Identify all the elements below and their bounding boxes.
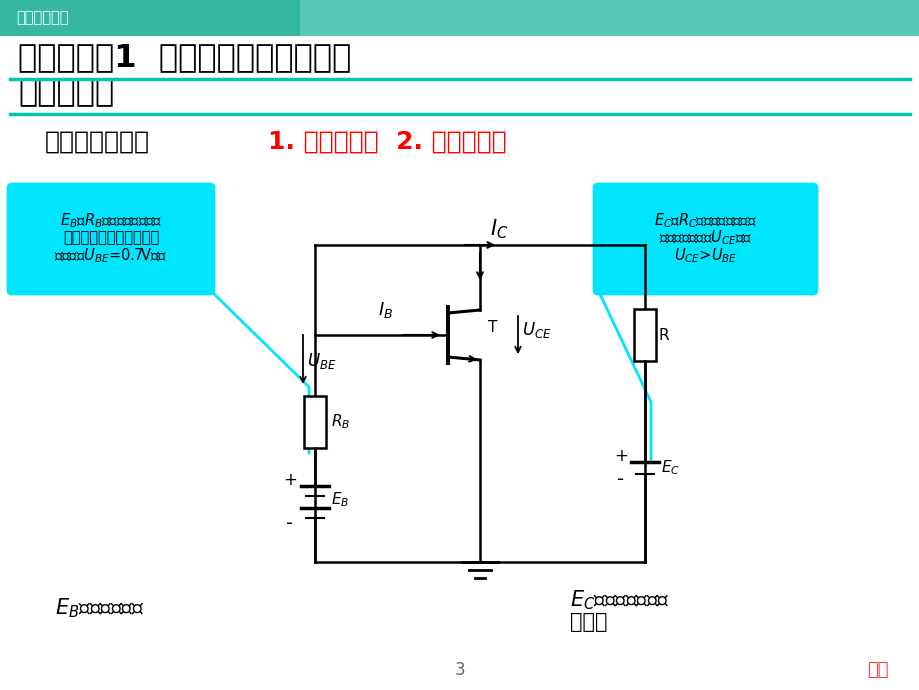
FancyBboxPatch shape: [8, 184, 214, 294]
Text: R: R: [658, 328, 669, 342]
Text: -: -: [286, 515, 293, 533]
Text: 号放大过程: 号放大过程: [18, 77, 114, 108]
Text: $E_B$一般为几伏。: $E_B$一般为几伏。: [55, 596, 143, 620]
Text: $E_C$和$R_C$的作用是给晶体管: $E_C$和$R_C$的作用是给晶体管: [653, 212, 756, 230]
Text: 能力知识点1  交流电压放大电路的信: 能力知识点1 交流电压放大电路的信: [18, 43, 351, 74]
FancyBboxPatch shape: [594, 184, 816, 294]
Text: 1. 发射结正偏  2. 集电结反偏: 1. 发射结正偏 2. 集电结反偏: [267, 130, 506, 154]
Text: $E_B$: $E_B$: [331, 491, 349, 509]
Text: +: +: [613, 447, 628, 465]
Bar: [0, 0, 919, 36]
Text: 十伏。: 十伏。: [570, 612, 607, 632]
Bar: [633, 309, 655, 361]
Text: 电子技术基础: 电子技术基础: [16, 10, 68, 26]
Text: 发射结提供适当的正向偏: 发射结提供适当的正向偏: [62, 230, 159, 246]
Text: 置电压（$U_{BE}$=0.7V）。: 置电压（$U_{BE}$=0.7V）。: [54, 246, 167, 266]
Text: $I_C$: $I_C$: [490, 217, 508, 241]
Text: +: +: [283, 471, 297, 489]
Bar: [300, 0, 919, 36]
Text: $R_B$: $R_B$: [331, 413, 350, 431]
Text: $U_{CE}$>$U_{BE}$: $U_{CE}$>$U_{BE}$: [673, 246, 736, 266]
Text: 3: 3: [454, 661, 465, 679]
Text: 返回: 返回: [867, 661, 888, 679]
Text: T: T: [487, 319, 497, 335]
Text: $U_{BE}$: $U_{BE}$: [307, 351, 336, 371]
Text: $E_C$一般为几伏到几: $E_C$一般为几伏到几: [570, 588, 669, 612]
Text: $E_B$和$R_B$的作用是给晶体管: $E_B$和$R_B$的作用是给晶体管: [60, 212, 162, 230]
Text: $E_C$: $E_C$: [660, 459, 679, 477]
Text: 基本放大条件：: 基本放大条件：: [45, 130, 150, 154]
Text: $U_{CE}$: $U_{CE}$: [521, 320, 551, 340]
Text: 提供适当的管压$U_{CE}$，使: 提供适当的管压$U_{CE}$，使: [658, 228, 751, 247]
Bar: [303, 396, 325, 448]
Text: $I_B$: $I_B$: [378, 300, 393, 320]
Text: -: -: [617, 471, 624, 489]
